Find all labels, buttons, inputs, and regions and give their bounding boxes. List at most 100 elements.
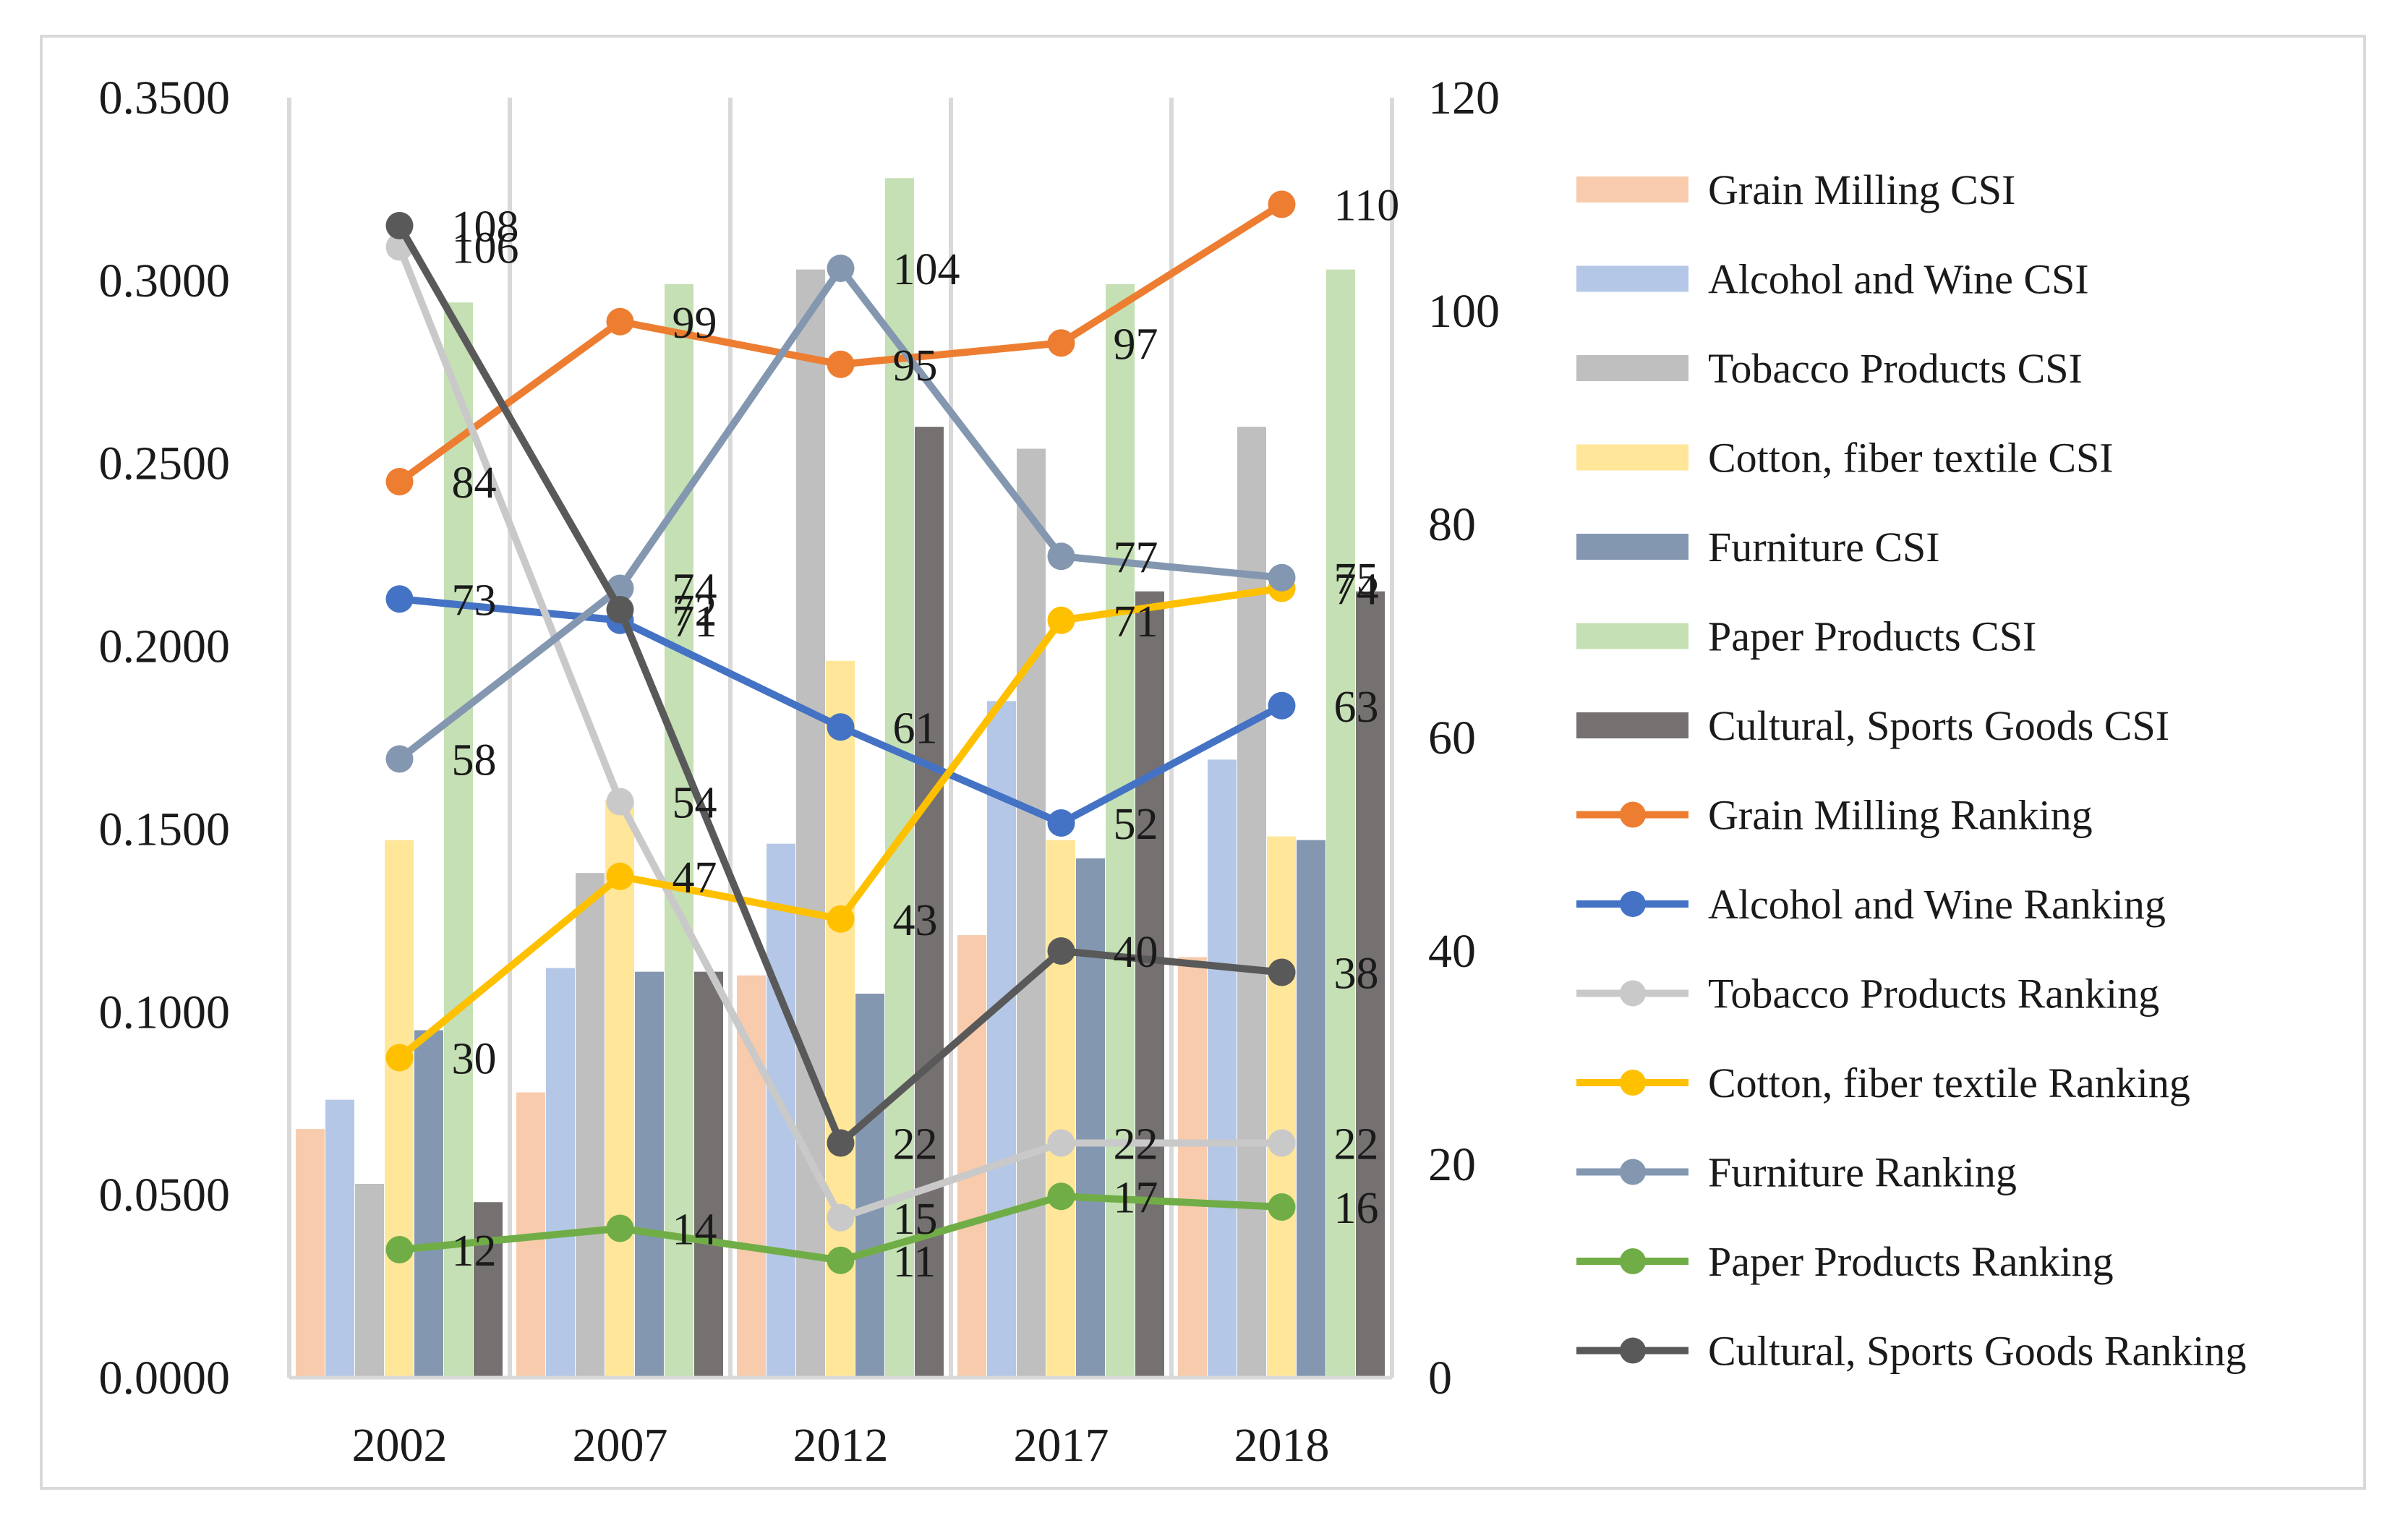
- data-label-alcohol-and-wine-ranking: 71: [673, 597, 717, 647]
- legend-swatch-tobacco-products-csi: [1576, 355, 1688, 381]
- data-label-cotton-fiber-textile-ranking: 43: [893, 896, 938, 945]
- data-label-tobacco-products-ranking: 106: [452, 224, 519, 273]
- marker-cultural-sports-goods-ranking-2002: [385, 212, 414, 239]
- data-label-grain-milling-ranking: 95: [893, 341, 938, 391]
- data-label-tobacco-products-ranking: 15: [893, 1195, 938, 1244]
- bar-furniture-csi-2007: [635, 971, 664, 1378]
- bar-furniture-csi-2018: [1297, 840, 1325, 1378]
- marker-alcohol-and-wine-ranking-2017: [1047, 809, 1075, 837]
- bar-paper-products-csi-2018: [1326, 269, 1355, 1378]
- legend-label-furniture-csi: Furniture CSI: [1708, 524, 1940, 571]
- x-axis-category-label: 2012: [793, 1419, 889, 1472]
- bar-tobacco-products-csi-2018: [1237, 427, 1266, 1378]
- legend-swatch-furniture-csi: [1576, 534, 1688, 560]
- data-label-cotton-fiber-textile-ranking: 47: [673, 853, 717, 903]
- right-axis-tick-label: 60: [1428, 712, 1476, 764]
- data-label-furniture-ranking: 75: [1334, 555, 1379, 604]
- right-axis-tick-label: 20: [1428, 1138, 1476, 1191]
- marker-furniture-ranking-2012: [827, 255, 855, 282]
- left-axis-tick-label: 0.3000: [99, 255, 231, 307]
- marker-cotton-fiber-textile-ranking-2002: [385, 1044, 414, 1072]
- left-axis-tick-label: 0.0000: [99, 1352, 231, 1404]
- marker-grain-milling-ranking-2002: [385, 468, 414, 495]
- bar-cotton-fiber-textile-csi-2018: [1267, 836, 1296, 1378]
- bar-paper-products-csi-2002: [444, 302, 473, 1378]
- left-axis-tick-label: 0.1000: [99, 986, 231, 1039]
- data-label-cultural-sports-goods-ranking: 72: [673, 587, 717, 636]
- legend-swatch-alcohol-and-wine-csi: [1576, 265, 1688, 292]
- marker-paper-products-ranking-2002: [385, 1236, 414, 1263]
- data-labels: 84 99 95 97 110 73 71 61 52 63 106 54 15 22 22 30 47 43 71…: [452, 182, 1400, 1287]
- marker-cultural-sports-goods-ranking-2017: [1047, 937, 1075, 965]
- bar-tobacco-products-csi-2012: [796, 269, 825, 1378]
- marker-alcohol-and-wine-ranking-2012: [827, 713, 855, 741]
- legend-swatch-paper-products-csi: [1576, 623, 1688, 649]
- data-label-alcohol-and-wine-ranking: 61: [893, 704, 938, 753]
- data-label-grain-milling-ranking: 99: [673, 299, 717, 348]
- legend-marker-tobacco-products-ranking: [1620, 980, 1646, 1007]
- right-axis-tick-label: 100: [1428, 285, 1500, 338]
- legend-label-tobacco-products-ranking: Tobacco Products Ranking: [1708, 971, 2159, 1018]
- marker-cotton-fiber-textile-ranking-2007: [606, 862, 634, 890]
- bar-cotton-fiber-textile-csi-2017: [1046, 840, 1075, 1378]
- legend-label-paper-products-csi: Paper Products CSI: [1708, 613, 2036, 660]
- marker-paper-products-ranking-2017: [1047, 1182, 1075, 1211]
- legend-label-alcohol-and-wine-csi: Alcohol and Wine CSI: [1708, 256, 2089, 303]
- marker-tobacco-products-ranking-2012: [827, 1203, 855, 1232]
- data-label-alcohol-and-wine-ranking: 63: [1334, 683, 1379, 732]
- left-axis-tick-label: 0.1500: [99, 803, 231, 856]
- legend-marker-furniture-ranking: [1620, 1159, 1646, 1185]
- data-label-tobacco-products-ranking: 22: [1114, 1120, 1158, 1169]
- data-label-paper-products-ranking: 16: [1334, 1184, 1379, 1233]
- data-label-furniture-ranking: 74: [673, 566, 717, 615]
- marker-cultural-sports-goods-ranking-2018: [1268, 958, 1296, 986]
- x-axis-category-label: 2018: [1234, 1419, 1330, 1472]
- data-label-cultural-sports-goods-ranking: 38: [1334, 950, 1379, 999]
- bar-cultural-sports-goods-csi-2012: [915, 427, 944, 1378]
- data-label-grain-milling-ranking: 110: [1334, 182, 1400, 231]
- axes: 0.0000 0.0500 0.1000 0.1500 0.2000 0.2500 0.30…: [99, 72, 1500, 1472]
- marker-grain-milling-ranking-2018: [1268, 190, 1296, 218]
- bar-paper-products-csi-2012: [885, 178, 914, 1378]
- marker-grain-milling-ranking-2017: [1047, 329, 1075, 357]
- data-label-cultural-sports-goods-ranking: 22: [893, 1120, 938, 1169]
- bar-tobacco-products-csi-2017: [1017, 448, 1046, 1378]
- legend-label-cotton-fiber-textile-csi: Cotton, fiber textile CSI: [1708, 435, 2114, 482]
- legend-label-grain-milling-csi: Grain Milling CSI: [1708, 166, 2015, 213]
- right-axis-tick-label: 40: [1428, 925, 1476, 978]
- bar-paper-products-csi-2007: [665, 283, 693, 1378]
- marker-paper-products-ranking-2012: [827, 1246, 855, 1274]
- bar-furniture-csi-2002: [414, 1030, 443, 1378]
- data-label-paper-products-ranking: 17: [1114, 1173, 1158, 1222]
- data-label-furniture-ranking: 58: [452, 736, 497, 785]
- gridlines: [287, 98, 1394, 1378]
- legend-label-alcohol-and-wine-ranking: Alcohol and Wine Ranking: [1708, 881, 2166, 928]
- marker-grain-milling-ranking-2007: [606, 307, 634, 336]
- marker-cotton-fiber-textile-ranking-2012: [827, 905, 855, 933]
- bar-furniture-csi-2012: [855, 994, 884, 1378]
- marker-tobacco-products-ranking-2017: [1047, 1129, 1075, 1157]
- legend-label-cotton-fiber-textile-ranking: Cotton, fiber textile Ranking: [1708, 1059, 2190, 1106]
- left-axis-tick-label: 0.2500: [99, 438, 231, 490]
- marker-furniture-ranking-2017: [1047, 542, 1075, 571]
- data-label-paper-products-ranking: 11: [893, 1237, 936, 1287]
- data-label-furniture-ranking: 77: [1114, 533, 1158, 582]
- bar-tobacco-products-csi-2002: [355, 1183, 384, 1378]
- x-axis-category-label: 2002: [352, 1419, 448, 1472]
- bar-alcohol-and-wine-csi-2017: [987, 701, 1016, 1378]
- data-label-furniture-ranking: 104: [893, 245, 960, 294]
- bar-cotton-fiber-textile-csi-2007: [605, 799, 634, 1378]
- data-label-cotton-fiber-textile-ranking: 71: [1114, 597, 1158, 647]
- data-label-tobacco-products-ranking: 22: [1334, 1120, 1379, 1169]
- x-axis-category-label: 2017: [1014, 1419, 1109, 1472]
- data-label-cultural-sports-goods-ranking: 40: [1114, 928, 1158, 977]
- left-axis-tick-label: 0.3500: [99, 72, 231, 124]
- bar-furniture-csi-2017: [1076, 858, 1105, 1378]
- marker-tobacco-products-ranking-2018: [1268, 1129, 1296, 1157]
- legend: Grain Milling CSI Alcohol and Wine CSI Tob…: [1576, 166, 2246, 1375]
- data-label-grain-milling-ranking: 84: [452, 459, 497, 508]
- bar-cultural-sports-goods-csi-2018: [1356, 591, 1385, 1378]
- legend-label-paper-products-ranking: Paper Products Ranking: [1708, 1238, 2114, 1285]
- marker-cultural-sports-goods-ranking-2007: [606, 596, 634, 623]
- marker-alcohol-and-wine-ranking-2002: [385, 585, 414, 613]
